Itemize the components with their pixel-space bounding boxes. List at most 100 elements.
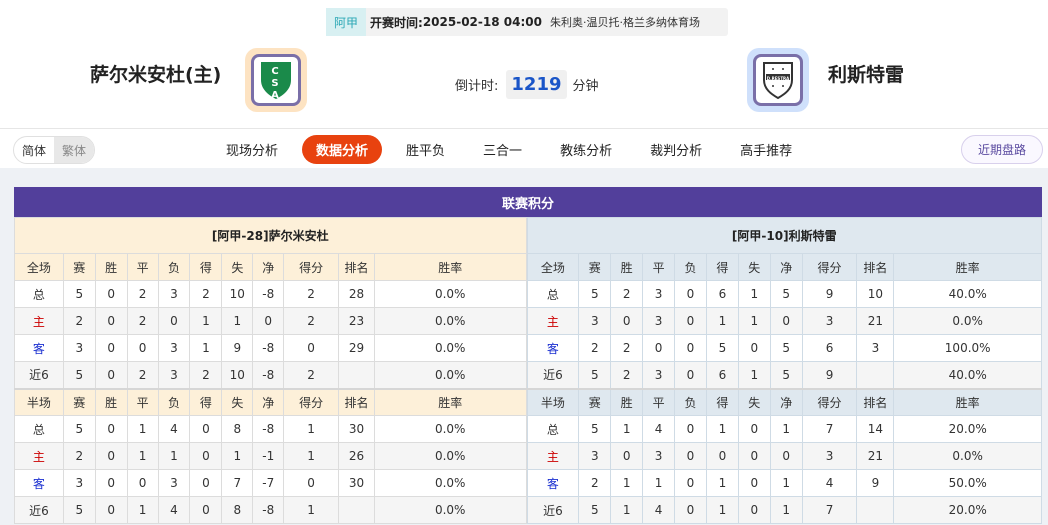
column-header: 排名 [856, 253, 895, 281]
row-label: 主 [14, 442, 64, 470]
table-cell: -8 [252, 496, 285, 524]
row-label: 客 [14, 469, 64, 497]
table-cell: 3 [642, 361, 676, 389]
column-header: 赛 [62, 387, 96, 416]
standings-panel: 联赛积分 [阿甲-28]萨尔米安杜 全场赛胜平负得失净得分 排名 胜率总 5 0 2 3 2 10… [14, 187, 1042, 524]
table-cell: 0 [737, 496, 771, 524]
home-team-name[interactable]: 萨尔米安杜(主) [90, 64, 222, 86]
table-cell: 10 [221, 280, 254, 308]
table-cell: 1 [769, 496, 803, 524]
column-header: 负 [157, 387, 191, 416]
column-header: 失 [737, 253, 771, 281]
column-header: 净 [252, 253, 285, 281]
table-cell: 5 [578, 361, 612, 389]
tab-4[interactable]: 教练分析 [560, 144, 613, 159]
table-cell: 0 [769, 442, 803, 470]
table-cell: 0 [642, 334, 676, 362]
row-label: 总 [526, 415, 580, 443]
table-cell: 6 [801, 334, 858, 362]
table-cell: 8 [221, 415, 254, 443]
table-row: 总 5 0 2 3 2 10 -8 2 28 0.0% [14, 280, 527, 308]
table-cell: 1 [189, 334, 223, 362]
table-row: 客 3 0 0 3 1 9 -8 0 29 0.0% [14, 334, 527, 362]
table-cell: 2 [610, 280, 644, 308]
row-label: 客 [526, 469, 580, 497]
column-header: 排名 [856, 387, 895, 416]
table-cell: 1 [705, 307, 739, 335]
table-cell: 3 [578, 307, 612, 335]
table-cell: 1 [737, 280, 771, 308]
table-cell: 40.0% [893, 361, 1042, 389]
table-cell: 0 [252, 307, 285, 335]
table-cell: 0 [283, 334, 339, 362]
table-cell: 40.0% [893, 280, 1042, 308]
column-header: 净 [252, 387, 285, 416]
team-standing-header: [阿甲-10]利斯特雷 [526, 217, 1042, 254]
column-header: 负 [157, 253, 191, 281]
lang-simplified[interactable]: 简体 [21, 143, 46, 158]
table-cell: 0 [94, 415, 128, 443]
table-cell: 0.0% [373, 334, 527, 362]
column-header: 失 [737, 387, 771, 416]
table-cell: -8 [252, 361, 285, 389]
column-header: 得分 [283, 253, 339, 281]
home-crest[interactable]: CSA [245, 48, 307, 112]
tab-5[interactable]: 裁判分析 [650, 144, 703, 159]
column-header: 得分 [801, 253, 858, 281]
table-cell: 0 [674, 307, 707, 335]
column-header: 负 [674, 387, 707, 416]
column-header: 胜率 [373, 387, 527, 416]
away-team-name[interactable]: 利斯特雷 [828, 64, 905, 86]
away-standings-table: [阿甲-10]利斯特雷 全场赛胜平负得失净得分 排名 胜率总 5 2 3 0 6 1 5 9 10 40.… [526, 217, 1043, 524]
column-header: 全场 [526, 253, 580, 281]
table-row: 主 2 0 1 1 0 1 -1 1 26 0.0% [14, 442, 527, 470]
table-cell: 5 [578, 280, 612, 308]
table-cell: 3 [157, 334, 191, 362]
table-cell: 10 [221, 361, 254, 389]
column-header: 负 [674, 253, 707, 281]
table-cell: 1 [642, 469, 676, 497]
table-cell: 3 [856, 334, 895, 362]
column-header: 得分 [283, 387, 339, 416]
row-label: 客 [14, 334, 64, 362]
table-cell: 2 [126, 361, 159, 389]
column-header: 赛 [578, 387, 612, 416]
table-cell: -8 [252, 280, 285, 308]
column-header: 净 [769, 387, 803, 416]
table-cell: 6 [705, 361, 739, 389]
lang-traditional[interactable]: 繁体 [54, 137, 94, 163]
recent-odds-button[interactable]: 近期盘路 [961, 135, 1043, 164]
column-header: 赛 [62, 253, 96, 281]
table-cell: 26 [338, 442, 375, 470]
table-cell: 2 [126, 307, 159, 335]
table-cell: 0 [189, 415, 223, 443]
table-cell: 9 [856, 469, 895, 497]
tab-2[interactable]: 胜平负 [406, 144, 446, 159]
table-cell: 1 [157, 442, 191, 470]
table-cell: 5 [769, 334, 803, 362]
column-header: 失 [221, 387, 254, 416]
away-crest-letters: D.RESTRA [766, 76, 790, 81]
table-cell: 1 [221, 307, 254, 335]
tab-3[interactable]: 三合一 [483, 144, 523, 159]
table-cell: 0 [189, 442, 223, 470]
tab-1[interactable]: 数据分析 [302, 135, 383, 164]
table-cell: 2 [189, 361, 223, 389]
table-cell: 0 [674, 280, 707, 308]
table-cell: -8 [252, 334, 285, 362]
column-header: 平 [126, 387, 159, 416]
table-cell: 1 [221, 442, 254, 470]
table-row: 近6 5 2 3 0 6 1 5 9 40.0% [526, 361, 1042, 389]
tab-0[interactable]: 现场分析 [226, 144, 279, 159]
league-badge[interactable]: 阿甲 [326, 8, 366, 36]
away-crest[interactable]: D.RESTRA [747, 48, 809, 112]
table-cell: 0 [769, 307, 803, 335]
tab-6[interactable]: 高手推荐 [740, 144, 793, 159]
table-cell: 1 [610, 469, 644, 497]
table-cell: 5 [769, 280, 803, 308]
table-cell: 1 [189, 307, 223, 335]
table-cell: 0 [610, 442, 644, 470]
table-cell: 2 [283, 361, 339, 389]
column-header: 平 [642, 253, 676, 281]
table-cell: 9 [221, 334, 254, 362]
